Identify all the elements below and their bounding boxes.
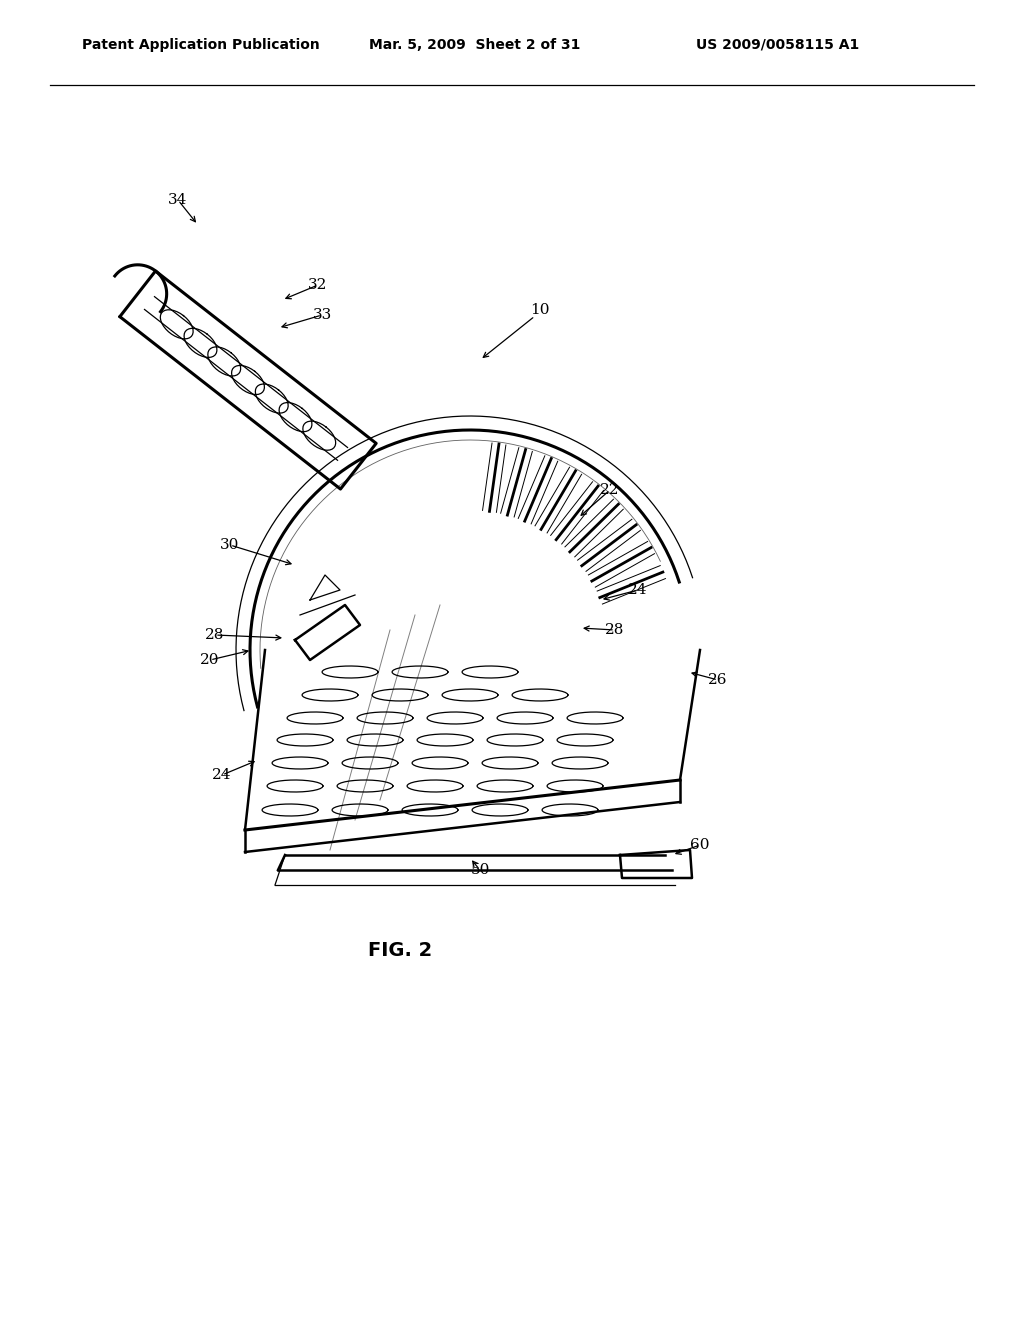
Polygon shape xyxy=(245,649,700,830)
Text: Mar. 5, 2009  Sheet 2 of 31: Mar. 5, 2009 Sheet 2 of 31 xyxy=(369,38,580,51)
Text: 34: 34 xyxy=(168,193,187,207)
Text: 22: 22 xyxy=(600,483,620,498)
Text: US 2009/0058115 A1: US 2009/0058115 A1 xyxy=(696,38,859,51)
Text: Patent Application Publication: Patent Application Publication xyxy=(82,38,319,51)
Text: 10: 10 xyxy=(530,304,550,317)
Text: 33: 33 xyxy=(312,308,332,322)
Text: 28: 28 xyxy=(605,623,625,638)
Text: 20: 20 xyxy=(201,653,220,667)
Text: 32: 32 xyxy=(308,279,328,292)
Text: 28: 28 xyxy=(206,628,224,642)
Text: 30: 30 xyxy=(220,539,240,552)
Text: 24: 24 xyxy=(629,583,648,597)
Text: 50: 50 xyxy=(470,863,489,876)
Text: 26: 26 xyxy=(709,673,728,686)
Text: 24: 24 xyxy=(212,768,231,781)
Text: FIG. 2: FIG. 2 xyxy=(368,940,432,960)
Text: 60: 60 xyxy=(690,838,710,851)
